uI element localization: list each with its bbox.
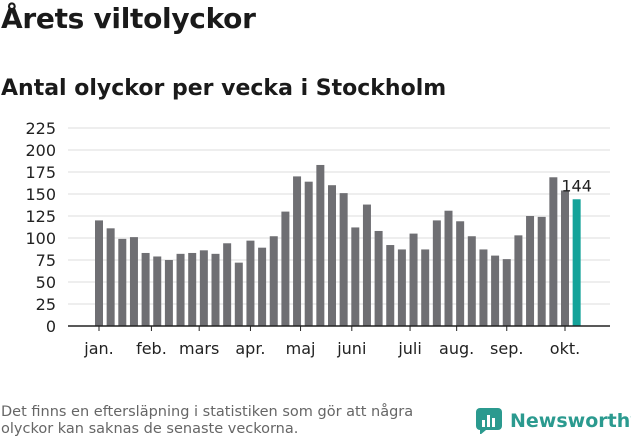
bar-chart-icon bbox=[476, 408, 502, 434]
bar bbox=[95, 220, 103, 326]
x-tick-label: juli bbox=[397, 339, 421, 358]
x-tick-label: okt. bbox=[550, 339, 580, 358]
chart-title: Årets viltolyckor bbox=[1, 2, 256, 35]
x-tick-label: jan. bbox=[83, 339, 113, 358]
bar bbox=[491, 255, 500, 326]
bar-chart: 0 25 50 75 100 125 150 175 200 225 jan. feb. mars apr… bbox=[25, 119, 610, 358]
bar bbox=[246, 240, 255, 326]
y-tick-label: 225 bbox=[25, 119, 56, 138]
brand: Newsworthy bbox=[476, 408, 631, 434]
bar bbox=[211, 253, 220, 326]
bar bbox=[281, 211, 290, 326]
x-tick-label: juni bbox=[336, 339, 366, 358]
bar bbox=[106, 228, 115, 326]
bar bbox=[188, 252, 197, 326]
bar bbox=[153, 256, 162, 326]
y-tick-label: 125 bbox=[25, 207, 56, 226]
bar bbox=[432, 220, 441, 326]
y-tick-label: 200 bbox=[25, 141, 56, 160]
bar bbox=[526, 216, 535, 326]
bar bbox=[164, 260, 173, 326]
bar bbox=[362, 204, 371, 326]
bar bbox=[176, 253, 185, 326]
bar bbox=[269, 236, 278, 326]
x-tick-label: aug. bbox=[439, 339, 474, 358]
x-tick-label: mars bbox=[179, 339, 219, 358]
x-tick-label: apr. bbox=[235, 339, 265, 358]
bar bbox=[258, 247, 267, 326]
bar bbox=[444, 210, 453, 326]
data-label: 144 bbox=[561, 176, 592, 195]
bar bbox=[316, 164, 325, 326]
y-tick-label: 175 bbox=[25, 163, 56, 182]
bar bbox=[467, 236, 476, 326]
bar bbox=[397, 249, 406, 326]
bar bbox=[129, 237, 138, 326]
y-tick-label: 0 bbox=[46, 317, 56, 336]
bar bbox=[561, 190, 569, 326]
bar bbox=[351, 227, 360, 326]
bar-highlight bbox=[572, 199, 581, 326]
bar bbox=[409, 233, 418, 326]
bar bbox=[386, 245, 395, 326]
y-tick-label: 150 bbox=[25, 185, 56, 204]
bar bbox=[549, 177, 558, 326]
footnote: Det finns en eftersläpning i statistiken… bbox=[1, 404, 414, 437]
y-tick-label: 50 bbox=[36, 273, 56, 292]
bar bbox=[304, 181, 313, 326]
bar bbox=[502, 259, 511, 326]
y-tick-label: 25 bbox=[36, 295, 56, 314]
y-tick-label: 75 bbox=[36, 251, 56, 270]
bar bbox=[199, 250, 208, 326]
x-tick-label: feb. bbox=[136, 339, 167, 358]
x-tick-label: maj bbox=[286, 339, 316, 358]
bar bbox=[456, 221, 465, 326]
bar bbox=[223, 243, 232, 326]
bar bbox=[421, 249, 430, 326]
bar bbox=[479, 249, 488, 326]
bar bbox=[234, 262, 243, 326]
bar bbox=[141, 252, 150, 326]
x-tick-label: sep. bbox=[490, 339, 523, 358]
bar bbox=[374, 230, 383, 326]
bar bbox=[118, 238, 127, 326]
bar bbox=[293, 176, 302, 326]
bar bbox=[537, 216, 546, 326]
bar bbox=[328, 185, 336, 326]
chart-subtitle: Antal olyckor per vecka i Stockholm bbox=[1, 76, 447, 101]
bar bbox=[514, 235, 523, 326]
bar bbox=[339, 193, 348, 326]
brand-name: Newsworthy bbox=[510, 410, 631, 432]
y-tick-label: 100 bbox=[25, 229, 56, 248]
